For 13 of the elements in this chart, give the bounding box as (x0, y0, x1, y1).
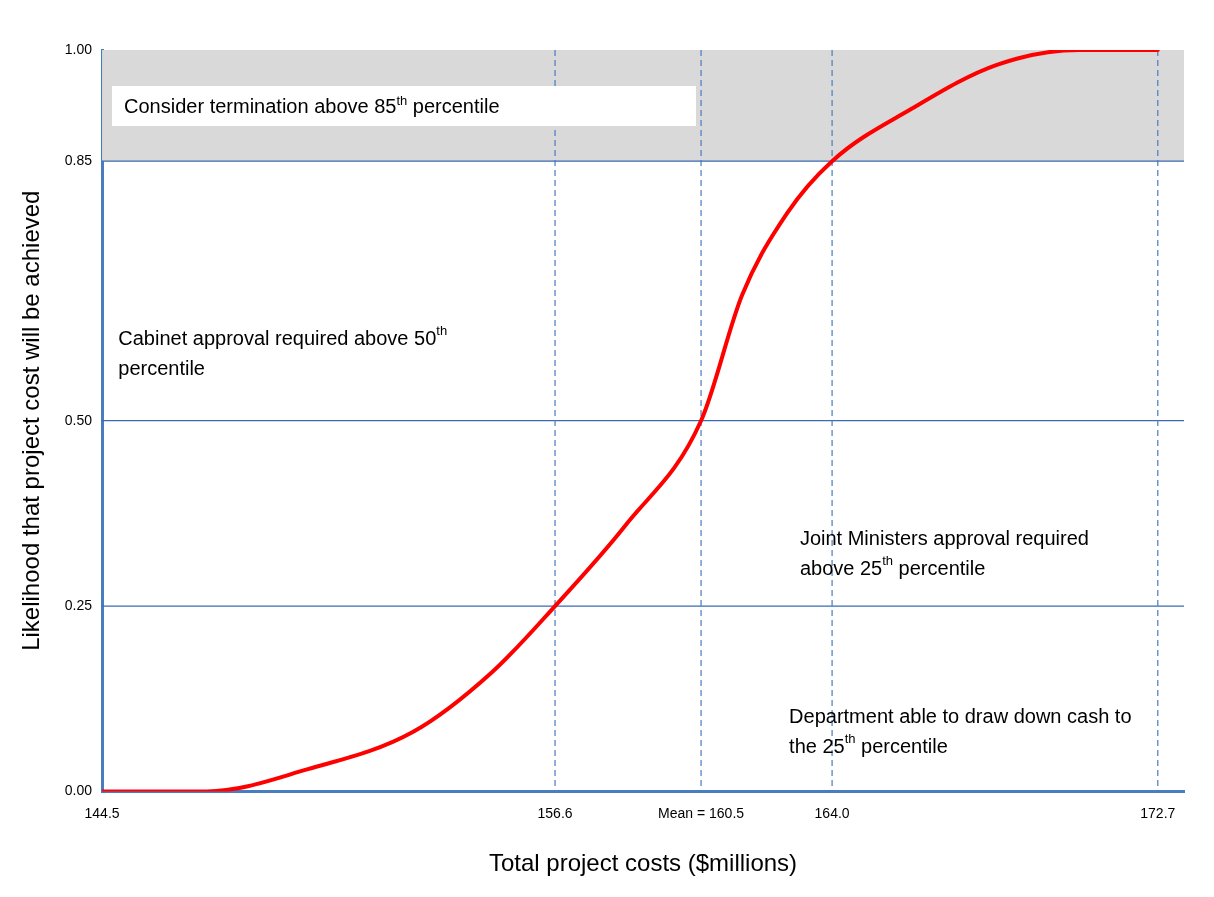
y-tick-label: 0.50 (64, 411, 93, 428)
y-tick-label: 1.00 (64, 40, 93, 57)
x-tick-label: 144.5 (84, 804, 120, 821)
y-tick-label: 0.00 (64, 782, 93, 799)
x-axis-title: Total project costs ($millions) (488, 849, 798, 877)
x-tick-label: 164.0 (814, 804, 850, 821)
x-tick-label: Mean = 160.5 (658, 804, 745, 821)
y-tick-label: 0.25 (64, 596, 93, 613)
y-tick-label: 0.85 (64, 152, 93, 169)
x-tick-label: 156.6 (537, 804, 573, 821)
text-box: Consider termination above 85$^{th}$ percentile (112, 85, 697, 126)
y-axis-title: Likelihood that project cost will be achieved (17, 190, 45, 651)
x-tick-label: 172.7 (1140, 804, 1176, 821)
